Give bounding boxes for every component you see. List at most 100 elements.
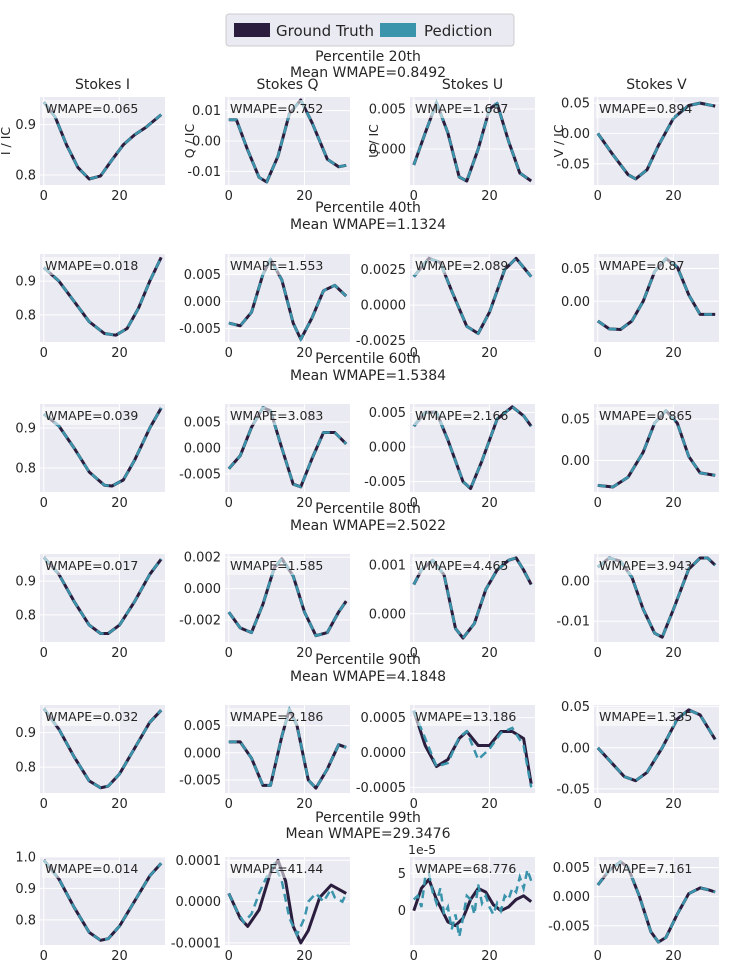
xtick-label: 20 [481, 496, 498, 511]
series-prediction [412, 405, 533, 491]
ytick-label: 0.9 [15, 118, 36, 133]
xtick-label: 20 [665, 346, 682, 361]
xtick-label: 20 [481, 346, 498, 361]
xtick-label: 20 [481, 189, 498, 204]
axis-offset-label: 1e-5 [408, 842, 436, 857]
panel-r5-c3: 0.0005 0.0000 -0.0005 0 20 WMAPE=13.186 [356, 705, 535, 812]
row-mean-wmape: Mean WMAPE=1.5384 [290, 368, 446, 384]
panel-r1-c3: 0.005 0.000 0 20 WMAPE=1.687 Stokes U U / IC [366, 77, 535, 204]
wmape-label-bg [227, 100, 305, 118]
panel-r6-c4: 0.005 0.000 -0.005 0 20 WMAPE=7.161 [548, 857, 719, 964]
ytick-label: 0.05 [561, 700, 590, 715]
ytick-label: -0.0001 [171, 936, 221, 951]
ytick-label: 0.00 [192, 135, 221, 150]
panel-wmape: WMAPE=0.039 [45, 408, 138, 423]
wmape-label-bg [42, 257, 120, 275]
panel-r2-c1: 0.8 0.9 0 20 WMAPE=0.018 [15, 254, 165, 361]
xtick-label: 20 [111, 496, 128, 511]
wmape-label-bg [412, 860, 490, 878]
series-prediction [42, 101, 163, 181]
panel-wmape: WMAPE=1.553 [230, 258, 323, 273]
legend-label-ground-truth: Ground Truth [276, 22, 374, 40]
xtick-label: 0 [40, 496, 48, 511]
panel-r4-c3: 0.001 0.000 0 20 WMAPE=4.465 [369, 554, 535, 661]
panel-r1-c2: 0.01 0.00 -0.01 0 20 WMAPE=0.752 Stokes Q Q / I… [182, 77, 350, 204]
wmape-label-bg [42, 708, 120, 726]
xtick-label: 0 [410, 797, 418, 812]
series-prediction [228, 97, 347, 184]
series-prediction [228, 256, 348, 343]
ytick-label: 0.8 [15, 913, 36, 928]
xtick-label: 20 [665, 949, 682, 964]
ytick-label: 0.000 [369, 143, 406, 158]
panel-wmape: WMAPE=0.018 [45, 258, 138, 273]
row-title: Percentile 90th [315, 652, 421, 668]
row-title: Percentile 40th [315, 200, 421, 216]
row-mean-wmape: Mean WMAPE=1.1324 [290, 217, 446, 233]
xtick-label: 0 [594, 496, 602, 511]
xtick-label: 20 [111, 346, 128, 361]
ytick-label: -0.0025 [356, 334, 406, 349]
ytick-label: 0.005 [184, 416, 221, 431]
row-mean-wmape: Mean WMAPE=0.8492 [290, 65, 446, 81]
row-mean-wmape: Mean WMAPE=4.1848 [290, 669, 446, 685]
ytick-label: 0.0025 [361, 263, 407, 278]
panel-wmape: WMAPE=1.335 [599, 709, 692, 724]
series-ground-truth [227, 858, 347, 945]
wmape-label-bg [596, 708, 674, 726]
wmape-label-bg [412, 257, 490, 275]
panel-wmape: WMAPE=1.687 [415, 101, 508, 116]
panel-r4-c4: 0.00 -0.01 0 20 WMAPE=3.943 [556, 554, 719, 661]
ytick-label: -0.05 [556, 157, 590, 172]
ytick-label: 0.01 [192, 104, 221, 119]
ytick-label: -0.05 [556, 782, 590, 797]
ytick-label: -0.005 [548, 919, 590, 934]
panel-r5-c2: 0.005 0.000 -0.005 0 20 WMAPE=2.186 [179, 705, 350, 812]
wmape-label-bg [596, 100, 674, 118]
panel-wmape: WMAPE=0.752 [230, 101, 323, 116]
wmape-label-bg [412, 708, 490, 726]
ytick-label: 0.002 [184, 551, 221, 566]
ytick-label: 0.00 [561, 127, 590, 142]
series-prediction [42, 707, 163, 790]
ytick-label: 0.00 [561, 575, 590, 590]
wmape-label-bg [42, 557, 120, 575]
ytick-label: 5 [398, 867, 406, 882]
ylabel: I / IC [0, 127, 13, 156]
ylabel: V / IC [551, 124, 566, 157]
row-mean-wmape: Mean WMAPE=29.3476 [285, 826, 450, 842]
panel-r2-c4: 0.05 0.00 0 20 WMAPE=0.87 [561, 254, 719, 361]
legend: Ground Truth Pediction [225, 13, 515, 47]
ytick-label: 0.00 [561, 454, 590, 469]
panel-r4-c1: 0.8 0.9 0 20 WMAPE=0.017 [15, 554, 165, 661]
xtick-label: 0 [225, 646, 233, 661]
ytick-label: 0.005 [369, 406, 406, 421]
ytick-label: 0.005 [184, 268, 221, 283]
panel-wmape: WMAPE=0.894 [599, 101, 692, 116]
ytick-label: 0.05 [561, 97, 590, 112]
wmape-label-bg [596, 257, 674, 275]
ytick-label: 0.001 [369, 559, 406, 574]
series-prediction [227, 406, 348, 489]
xtick-label: 0 [410, 646, 418, 661]
xtick-label: 20 [665, 646, 682, 661]
panel-r3-c4: 0.05 0.00 0 20 WMAPE=0.865 [561, 404, 719, 511]
legend-label-prediction: Pediction [424, 22, 492, 40]
xtick-label: 0 [225, 346, 233, 361]
xtick-label: 0 [225, 949, 233, 964]
row-title: Percentile 99th [315, 810, 421, 826]
xtick-label: 20 [481, 646, 498, 661]
ytick-label: 0.005 [184, 719, 221, 734]
ytick-label: 0.0005 [361, 711, 407, 726]
ytick-label: 0.8 [15, 761, 36, 776]
panel-wmape: WMAPE=1.585 [230, 558, 323, 573]
panel-wmape: WMAPE=0.032 [45, 709, 138, 724]
ytick-label: 0.9 [15, 422, 36, 437]
ytick-label: 0.00 [561, 295, 590, 310]
column-title: Stokes U [442, 77, 503, 93]
panel-wmape: WMAPE=0.865 [599, 408, 692, 423]
